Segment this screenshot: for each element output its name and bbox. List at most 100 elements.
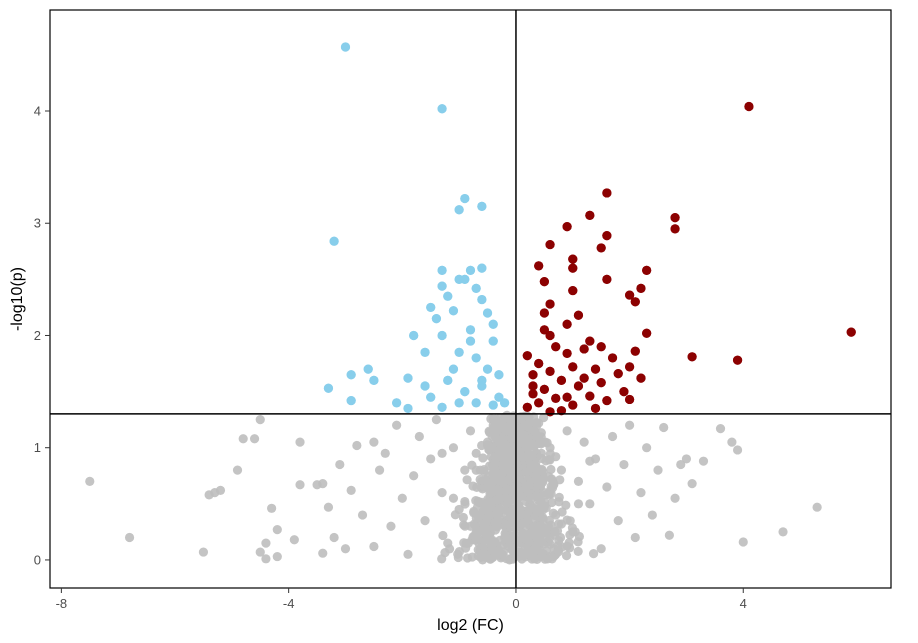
data-point-down xyxy=(437,402,447,412)
data-point-down xyxy=(471,353,481,363)
data-point-down xyxy=(477,294,487,305)
data-point-ns xyxy=(546,481,556,492)
data-point-down xyxy=(465,265,476,275)
data-point-up xyxy=(602,230,612,241)
data-point-ns xyxy=(508,454,518,464)
data-point-down xyxy=(488,336,498,346)
data-point-ns xyxy=(653,465,663,475)
data-point-down xyxy=(482,308,493,318)
data-point-down xyxy=(437,330,447,341)
data-point-ns xyxy=(681,454,692,464)
data-point-ns xyxy=(516,509,526,519)
data-point-ns xyxy=(498,460,508,470)
data-point-down xyxy=(454,398,464,408)
data-point-down xyxy=(403,403,413,414)
data-point-ns xyxy=(506,433,516,443)
data-point-ns xyxy=(532,491,542,501)
data-point-up xyxy=(545,239,555,250)
data-point-down xyxy=(323,383,334,393)
data-point-ns xyxy=(272,551,282,562)
x-tick-label: 4 xyxy=(740,596,747,611)
data-point-ns xyxy=(512,466,522,476)
data-point-ns xyxy=(512,412,522,423)
data-point-up xyxy=(551,342,561,352)
data-point-ns xyxy=(659,422,669,433)
data-point-ns xyxy=(492,486,502,496)
data-point-down xyxy=(454,347,464,357)
data-point-down xyxy=(465,325,476,335)
data-point-ns xyxy=(261,538,271,548)
data-point-ns xyxy=(471,448,481,458)
data-point-down xyxy=(460,193,470,204)
data-point-ns xyxy=(562,515,572,525)
data-point-down xyxy=(482,364,493,374)
data-point-ns xyxy=(812,502,822,512)
data-point-up xyxy=(596,342,606,352)
data-point-ns xyxy=(501,484,511,494)
data-point-up xyxy=(545,299,555,309)
data-point-ns xyxy=(450,510,460,520)
data-point-ns xyxy=(465,426,476,436)
x-tick-label: -4 xyxy=(283,596,295,611)
data-point-ns xyxy=(530,552,540,563)
data-point-ns xyxy=(510,422,520,433)
data-point-ns xyxy=(460,499,470,509)
data-point-ns xyxy=(698,456,709,466)
data-point-ns xyxy=(318,548,328,558)
data-point-up xyxy=(636,283,646,293)
data-point-ns xyxy=(475,474,485,485)
data-point-ns xyxy=(538,514,548,524)
data-point-ns xyxy=(85,476,95,486)
data-point-ns xyxy=(440,548,450,558)
data-point-ns xyxy=(561,500,571,510)
data-point-ns xyxy=(547,474,557,484)
data-point-ns xyxy=(472,525,482,535)
data-point-down xyxy=(369,375,379,385)
data-point-ns xyxy=(489,415,500,425)
data-point-down xyxy=(488,319,498,329)
data-point-ns xyxy=(526,462,536,473)
data-point-ns xyxy=(414,431,424,442)
data-point-ns xyxy=(471,495,481,506)
data-point-ns xyxy=(664,530,674,540)
data-point-ns xyxy=(478,453,488,463)
data-point-ns xyxy=(386,521,396,531)
data-point-ns xyxy=(490,427,501,438)
data-point-up xyxy=(522,351,532,361)
data-point-up xyxy=(579,373,589,383)
data-point-up xyxy=(539,308,549,318)
data-point-up xyxy=(625,394,635,405)
x-tick-label: 0 xyxy=(512,596,519,611)
data-point-up xyxy=(602,395,612,406)
data-point-down xyxy=(420,381,430,391)
data-point-up xyxy=(539,325,549,335)
data-point-ns xyxy=(585,456,595,466)
data-point-ns xyxy=(553,541,563,551)
data-point-down xyxy=(426,392,436,402)
data-point-ns xyxy=(738,537,748,547)
data-point-up xyxy=(642,265,652,275)
data-point-up xyxy=(568,254,578,264)
data-point-up xyxy=(590,364,601,374)
data-point-up xyxy=(602,274,612,284)
data-point-ns xyxy=(544,490,554,500)
data-point-up xyxy=(573,381,584,391)
data-point-up xyxy=(568,362,578,372)
data-point-up xyxy=(556,375,567,385)
data-point-down xyxy=(329,236,339,246)
data-point-down xyxy=(465,336,476,346)
data-point-ns xyxy=(573,546,583,557)
data-point-ns xyxy=(546,464,556,475)
data-point-ns xyxy=(619,459,629,470)
data-point-up xyxy=(619,386,629,397)
data-point-ns xyxy=(602,482,612,492)
data-point-ns xyxy=(502,494,512,504)
data-point-ns xyxy=(438,530,448,541)
data-point-ns xyxy=(369,437,379,447)
data-point-down xyxy=(448,364,459,374)
y-tick-label: 0 xyxy=(34,552,41,567)
data-point-ns xyxy=(460,465,470,475)
data-point-up xyxy=(551,393,561,403)
data-point-ns xyxy=(567,523,578,533)
